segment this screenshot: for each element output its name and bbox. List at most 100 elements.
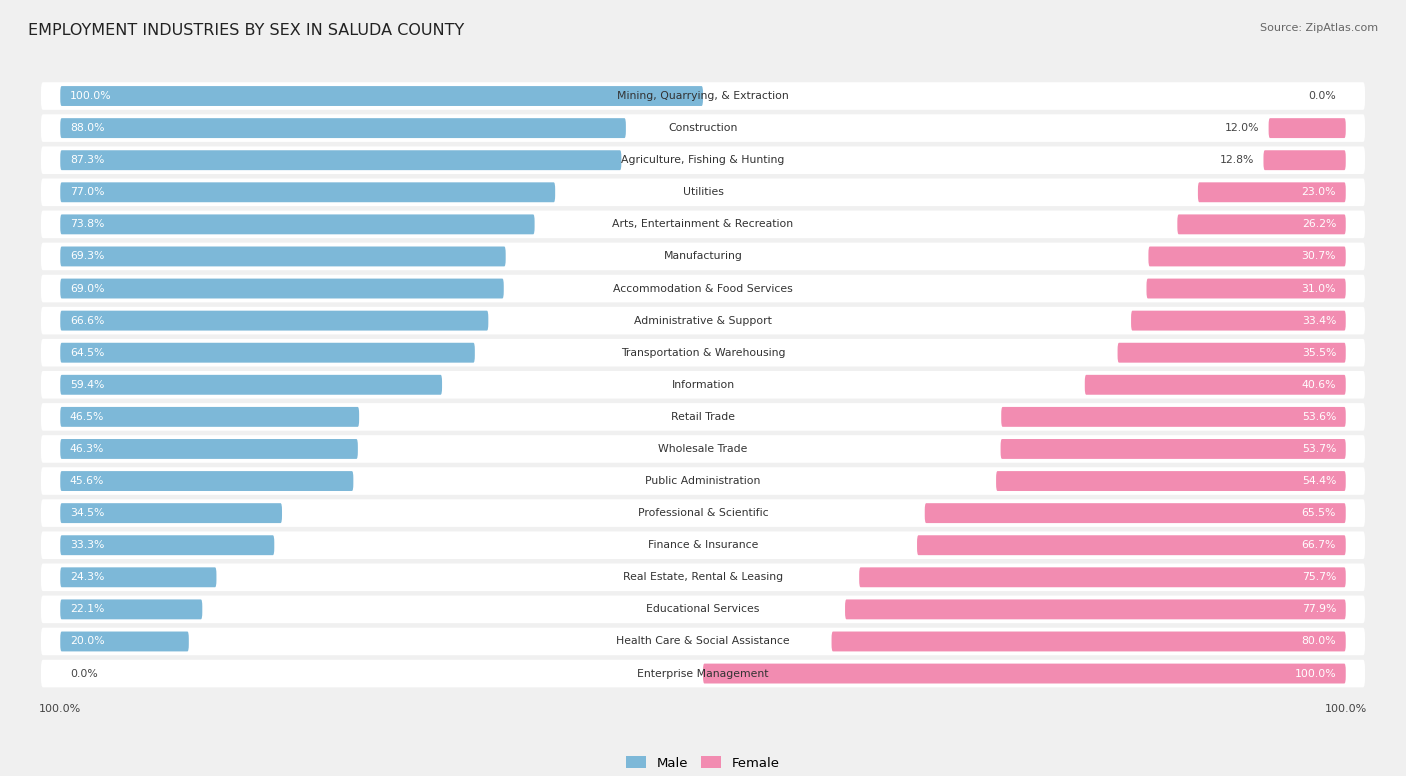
Text: 26.2%: 26.2%: [1302, 220, 1336, 230]
FancyBboxPatch shape: [41, 147, 1365, 174]
FancyBboxPatch shape: [60, 599, 202, 619]
FancyBboxPatch shape: [1268, 118, 1346, 138]
FancyBboxPatch shape: [60, 632, 188, 651]
Text: 88.0%: 88.0%: [70, 123, 104, 133]
Text: Source: ZipAtlas.com: Source: ZipAtlas.com: [1260, 23, 1378, 33]
Text: Health Care & Social Assistance: Health Care & Social Assistance: [616, 636, 790, 646]
Text: 80.0%: 80.0%: [1302, 636, 1336, 646]
Text: 22.1%: 22.1%: [70, 605, 104, 615]
Text: Professional & Scientific: Professional & Scientific: [638, 508, 768, 518]
FancyBboxPatch shape: [845, 599, 1346, 619]
FancyBboxPatch shape: [60, 151, 621, 170]
FancyBboxPatch shape: [995, 471, 1346, 491]
FancyBboxPatch shape: [41, 243, 1365, 270]
FancyBboxPatch shape: [1177, 214, 1346, 234]
FancyBboxPatch shape: [60, 343, 475, 362]
Text: Administrative & Support: Administrative & Support: [634, 316, 772, 326]
Text: 73.8%: 73.8%: [70, 220, 104, 230]
Text: 77.0%: 77.0%: [70, 187, 104, 197]
FancyBboxPatch shape: [41, 339, 1365, 366]
FancyBboxPatch shape: [60, 471, 353, 491]
FancyBboxPatch shape: [917, 535, 1346, 555]
Text: Manufacturing: Manufacturing: [664, 251, 742, 262]
Text: 75.7%: 75.7%: [1302, 572, 1336, 582]
FancyBboxPatch shape: [60, 182, 555, 203]
FancyBboxPatch shape: [41, 596, 1365, 623]
Text: 31.0%: 31.0%: [1302, 283, 1336, 293]
FancyBboxPatch shape: [60, 567, 217, 587]
Text: Arts, Entertainment & Recreation: Arts, Entertainment & Recreation: [613, 220, 793, 230]
Text: 34.5%: 34.5%: [70, 508, 104, 518]
Text: 87.3%: 87.3%: [70, 155, 104, 165]
Text: 24.3%: 24.3%: [70, 572, 104, 582]
FancyBboxPatch shape: [41, 563, 1365, 591]
Text: 35.5%: 35.5%: [1302, 348, 1336, 358]
FancyBboxPatch shape: [925, 503, 1346, 523]
FancyBboxPatch shape: [41, 275, 1365, 303]
Text: 33.3%: 33.3%: [70, 540, 104, 550]
Text: Real Estate, Rental & Leasing: Real Estate, Rental & Leasing: [623, 572, 783, 582]
FancyBboxPatch shape: [41, 499, 1365, 527]
Text: Transportation & Warehousing: Transportation & Warehousing: [621, 348, 785, 358]
Text: Information: Information: [672, 379, 734, 390]
FancyBboxPatch shape: [41, 114, 1365, 142]
Text: 40.6%: 40.6%: [1302, 379, 1336, 390]
Text: 30.7%: 30.7%: [1302, 251, 1336, 262]
FancyBboxPatch shape: [1149, 247, 1346, 266]
Text: 0.0%: 0.0%: [70, 669, 97, 678]
FancyBboxPatch shape: [60, 118, 626, 138]
Text: 20.0%: 20.0%: [70, 636, 104, 646]
FancyBboxPatch shape: [60, 279, 503, 299]
FancyBboxPatch shape: [60, 535, 274, 555]
FancyBboxPatch shape: [41, 371, 1365, 399]
Text: 69.3%: 69.3%: [70, 251, 104, 262]
Text: Retail Trade: Retail Trade: [671, 412, 735, 422]
FancyBboxPatch shape: [60, 247, 506, 266]
FancyBboxPatch shape: [41, 660, 1365, 688]
Text: 23.0%: 23.0%: [1302, 187, 1336, 197]
Text: 0.0%: 0.0%: [1309, 91, 1336, 101]
Text: Construction: Construction: [668, 123, 738, 133]
FancyBboxPatch shape: [60, 439, 359, 459]
FancyBboxPatch shape: [1198, 182, 1346, 203]
Text: 100.0%: 100.0%: [1324, 704, 1367, 714]
Text: Enterprise Management: Enterprise Management: [637, 669, 769, 678]
Text: 53.7%: 53.7%: [1302, 444, 1336, 454]
FancyBboxPatch shape: [41, 532, 1365, 559]
Text: Utilities: Utilities: [682, 187, 724, 197]
FancyBboxPatch shape: [41, 467, 1365, 495]
FancyBboxPatch shape: [41, 435, 1365, 462]
FancyBboxPatch shape: [60, 86, 703, 106]
Text: 100.0%: 100.0%: [39, 704, 82, 714]
FancyBboxPatch shape: [859, 567, 1346, 587]
FancyBboxPatch shape: [703, 663, 1346, 684]
Text: Mining, Quarrying, & Extraction: Mining, Quarrying, & Extraction: [617, 91, 789, 101]
FancyBboxPatch shape: [60, 407, 359, 427]
Text: 100.0%: 100.0%: [1295, 669, 1336, 678]
FancyBboxPatch shape: [41, 210, 1365, 238]
FancyBboxPatch shape: [1001, 407, 1346, 427]
FancyBboxPatch shape: [41, 628, 1365, 655]
Text: Public Administration: Public Administration: [645, 476, 761, 486]
Text: 46.3%: 46.3%: [70, 444, 104, 454]
FancyBboxPatch shape: [41, 82, 1365, 110]
Legend: Male, Female: Male, Female: [621, 751, 785, 775]
FancyBboxPatch shape: [1085, 375, 1346, 395]
Text: 45.6%: 45.6%: [70, 476, 104, 486]
FancyBboxPatch shape: [1001, 439, 1346, 459]
FancyBboxPatch shape: [60, 503, 283, 523]
Text: Agriculture, Fishing & Hunting: Agriculture, Fishing & Hunting: [621, 155, 785, 165]
FancyBboxPatch shape: [831, 632, 1346, 651]
Text: 66.7%: 66.7%: [1302, 540, 1336, 550]
Text: 77.9%: 77.9%: [1302, 605, 1336, 615]
Text: 66.6%: 66.6%: [70, 316, 104, 326]
FancyBboxPatch shape: [41, 403, 1365, 431]
FancyBboxPatch shape: [1130, 310, 1346, 331]
Text: EMPLOYMENT INDUSTRIES BY SEX IN SALUDA COUNTY: EMPLOYMENT INDUSTRIES BY SEX IN SALUDA C…: [28, 23, 464, 38]
Text: 54.4%: 54.4%: [1302, 476, 1336, 486]
Text: 59.4%: 59.4%: [70, 379, 104, 390]
FancyBboxPatch shape: [41, 307, 1365, 334]
FancyBboxPatch shape: [1146, 279, 1346, 299]
FancyBboxPatch shape: [1118, 343, 1346, 362]
Text: 33.4%: 33.4%: [1302, 316, 1336, 326]
